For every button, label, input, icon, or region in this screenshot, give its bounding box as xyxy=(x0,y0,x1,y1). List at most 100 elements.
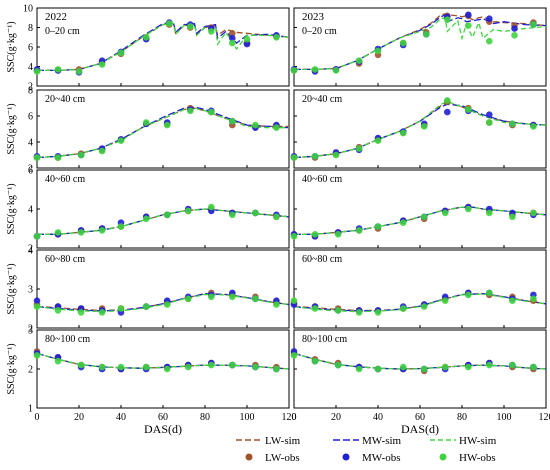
y-tick-label: 6 xyxy=(28,166,33,177)
obs-point-hw xyxy=(311,66,319,73)
obs-point-hw xyxy=(332,67,340,74)
obs-point-hw xyxy=(252,209,259,217)
x-axis-label-right: DAS(d) xyxy=(401,422,439,436)
obs-point-hw xyxy=(75,68,83,75)
obs-point-hw xyxy=(163,365,171,373)
obs-point-hw xyxy=(142,303,150,310)
obs-point-hw xyxy=(98,309,106,316)
legend-obs-label: HW-obs xyxy=(459,452,496,464)
obs-point-hw xyxy=(166,20,173,27)
obs-point-lw xyxy=(229,30,236,37)
obs-point-hw xyxy=(54,66,62,73)
obs-point-hw xyxy=(399,363,407,371)
series-line-hw xyxy=(37,208,290,235)
obs-point-hw xyxy=(334,307,342,314)
y-tick-label: 6 xyxy=(28,112,33,123)
obs-point-hw xyxy=(290,233,298,240)
obs-point-mw xyxy=(486,15,493,22)
panel-2-1: 2 4 6 8 SSC(g·kg⁻¹) 20~40 cm xyxy=(6,86,290,175)
legend-line-label: HW-sim xyxy=(459,435,497,447)
plot-frame xyxy=(36,7,290,87)
obs-point-hw xyxy=(290,154,298,161)
obs-point-hw xyxy=(355,365,363,373)
obs-point-hw xyxy=(444,97,451,104)
series-line-lw xyxy=(293,102,547,159)
series-line-lw xyxy=(36,107,289,159)
series-line-mw xyxy=(293,352,547,370)
obs-point-hw xyxy=(117,49,125,57)
obs-point-hw xyxy=(77,229,85,236)
depth-label: 60~80 cm xyxy=(45,254,85,265)
obs-point-hw xyxy=(355,145,363,152)
series-line-hw xyxy=(294,206,547,235)
obs-point-hw xyxy=(420,303,428,310)
x-tick-label: 80 xyxy=(457,412,467,423)
obs-point-hw xyxy=(142,363,150,371)
obs-point-hw xyxy=(54,154,62,161)
x-tick-label: 0 xyxy=(292,412,297,423)
obs-point-hw xyxy=(117,137,125,144)
obs-point-hw xyxy=(530,363,537,371)
obs-point-hw xyxy=(509,297,516,305)
obs-point-hw xyxy=(117,363,125,371)
depth-label: 0–20 cm xyxy=(45,26,80,37)
legend-obs-lw xyxy=(245,453,253,461)
panel-2-2: 20~40 cm xyxy=(290,89,547,169)
obs-point-hw xyxy=(509,120,516,128)
legend-obs-label: MW-obs xyxy=(362,452,401,464)
obs-point-hw xyxy=(374,47,382,55)
obs-point-hw xyxy=(399,219,407,226)
series-line-mw xyxy=(36,352,290,370)
x-axis-label-left: DAS(d) xyxy=(144,422,182,436)
obs-point-hw xyxy=(530,209,537,217)
y-tick-label: 8 xyxy=(28,23,33,34)
obs-point-hw xyxy=(98,363,106,371)
obs-point-hw xyxy=(243,35,251,43)
obs-point-hw xyxy=(33,154,41,161)
obs-point-hw xyxy=(486,289,493,297)
legend-line-label: LW-sim xyxy=(265,435,301,447)
obs-point-hw xyxy=(117,223,125,230)
obs-point-hw xyxy=(530,21,537,28)
obs-point-hw xyxy=(229,211,236,219)
depth-label: 40~60 cm xyxy=(45,174,85,185)
obs-point-hw xyxy=(399,129,407,137)
obs-point-hw xyxy=(77,309,85,316)
obs-point-hw xyxy=(290,67,298,74)
y-tick-label: 4 xyxy=(28,62,33,73)
obs-point-hw xyxy=(98,61,106,68)
y-tick-label: 2 xyxy=(28,365,33,376)
obs-point-hw xyxy=(163,211,171,219)
obs-point-hw xyxy=(163,121,171,129)
obs-point-hw xyxy=(530,123,537,130)
x-tick-label: 100 xyxy=(240,412,255,423)
depth-label: 80~100 cm xyxy=(45,334,90,345)
series-line-mw xyxy=(293,293,547,312)
obs-point-mw xyxy=(486,111,493,118)
series-line-mw xyxy=(294,13,547,71)
x-tick-label: 60 xyxy=(415,412,425,423)
panel-4-2: 60~80 cm xyxy=(290,249,547,329)
obs-point-hw xyxy=(374,223,382,230)
obs-point-hw xyxy=(374,365,382,373)
obs-point-hw xyxy=(509,213,516,221)
obs-point-hw xyxy=(486,37,493,45)
obs-point-hw xyxy=(465,291,472,299)
obs-point-hw xyxy=(273,213,280,221)
series-line-hw xyxy=(293,101,547,159)
obs-point-hw xyxy=(208,293,215,301)
obs-point-hw xyxy=(355,309,363,316)
x-tick-label: 40 xyxy=(116,412,126,423)
legend: LW-sim LW-obs MW-sim MW-obs HW-sim HW-obs xyxy=(236,435,497,464)
obs-point-hw xyxy=(142,215,150,223)
obs-point-hw xyxy=(290,352,298,359)
x-tick-label: 120 xyxy=(539,412,550,423)
obs-point-hw xyxy=(441,363,449,371)
y-tick-label: 3 xyxy=(28,285,33,296)
y-tick-label: 2 xyxy=(28,244,33,255)
obs-point-hw xyxy=(465,22,472,29)
obs-point-hw xyxy=(273,124,280,131)
obs-point-hw xyxy=(33,352,41,359)
